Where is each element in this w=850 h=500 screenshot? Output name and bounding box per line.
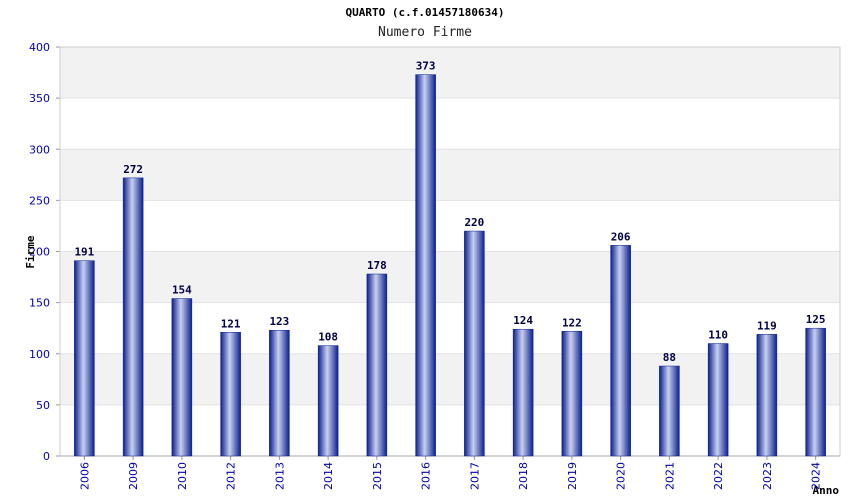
x-tick-label: 2022 [712,462,725,490]
value-label: 110 [708,329,728,342]
y-tick-label: 250 [29,194,50,207]
bar [512,328,534,457]
value-label: 125 [806,313,826,326]
x-tick-label: 2021 [663,462,676,490]
y-tick-label: 300 [29,143,50,156]
bar [415,74,436,457]
y-tick-label: 0 [43,450,50,463]
grid-band [60,47,840,99]
value-label: 123 [269,315,289,328]
y-tick-label: 200 [29,246,50,259]
bar [317,345,339,457]
bar [805,327,826,457]
value-label: 154 [172,284,192,297]
x-tick-label: 2010 [176,462,189,490]
value-label: 121 [221,317,241,330]
bar [464,230,485,457]
chart-subtitle: Numero Firme [378,25,472,40]
value-label: 272 [123,163,143,176]
y-tick-label: 150 [29,297,50,310]
value-label: 108 [318,331,338,344]
bar [610,245,631,457]
value-label: 220 [464,216,484,229]
grid-band [60,251,840,303]
y-axis-title: Firme [24,235,37,268]
value-label: 206 [611,230,631,243]
bar [122,177,144,457]
x-tick-label: 2023 [761,462,774,490]
y-tick-label: 100 [29,348,50,361]
value-label: 178 [367,259,387,272]
value-label: 119 [757,319,777,332]
grid-band [60,149,840,201]
labels: 0 50 100 150 200 250 300 350 400 191 2006 272 2009 15… [29,41,826,490]
x-tick-label: 2015 [371,462,384,490]
x-tick-label: 2018 [517,462,530,490]
value-label: 191 [74,246,94,259]
value-label: 122 [562,316,582,329]
y-tick-label: 350 [29,92,50,105]
value-label: 124 [513,314,533,327]
bar [707,343,729,457]
bar [366,273,388,457]
x-tick-label: 2014 [322,462,335,490]
chart-title: QUARTO (c.f.01457180634) [345,6,505,19]
x-tick-label: 2017 [468,462,481,490]
x-tick-label: 2006 [78,462,91,490]
value-label: 373 [416,60,436,73]
x-tick-label: 2013 [273,462,286,490]
bar [74,260,95,457]
x-tick-label: 2019 [566,462,579,490]
x-axis-title: Anno [813,484,840,497]
x-tick-label: 2016 [420,462,433,490]
value-label: 88 [663,351,676,364]
bars [74,74,826,457]
x-tick-label: 2009 [127,462,140,490]
bar [756,334,778,457]
bar [561,331,583,457]
x-tick-label: 2024 [810,462,823,490]
x-tick-label: 2020 [615,462,628,490]
bar [171,298,193,457]
bar [659,365,680,457]
bar [220,332,241,457]
bar [269,329,290,457]
y-tick-label: 50 [36,399,50,412]
x-tick-label: 2012 [225,462,238,490]
y-tick-label: 400 [29,41,50,54]
